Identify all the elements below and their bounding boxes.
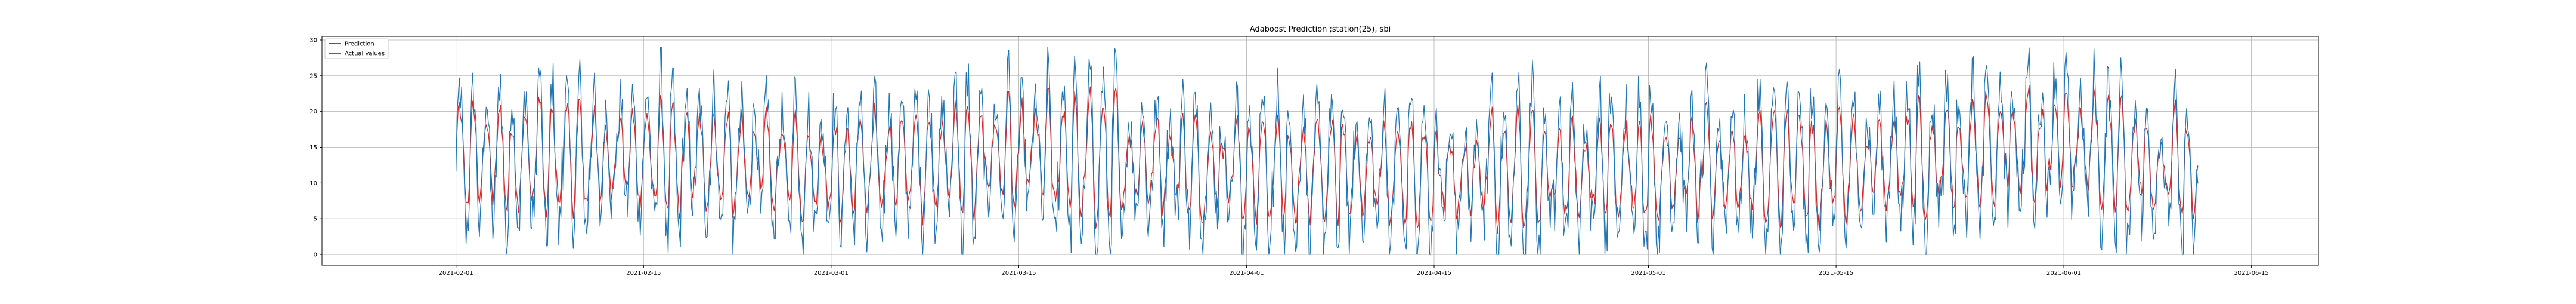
y-tick-label: 15 bbox=[309, 145, 317, 151]
x-tick-label: 2021-04-01 bbox=[1229, 270, 1264, 277]
chart-title: Adaboost Prediction ;station(25), sbi bbox=[1250, 25, 1391, 34]
y-tick-label: 30 bbox=[309, 37, 317, 44]
x-tick-label: 2021-05-15 bbox=[1819, 270, 1853, 277]
x-tick-label: 2021-06-15 bbox=[2234, 270, 2269, 277]
legend-label-prediction: Prediction bbox=[345, 41, 374, 48]
series-line-actual-values bbox=[456, 47, 2199, 255]
x-axis: 2021-02-01 2021-02-15 2021-03-01 2021-03-15… bbox=[439, 265, 2269, 277]
x-tick-label: 2021-03-01 bbox=[814, 270, 849, 277]
x-tick-label: 2021-02-15 bbox=[626, 270, 661, 277]
y-tick-label: 0 bbox=[314, 252, 317, 259]
x-tick-label: 2021-06-01 bbox=[2046, 270, 2081, 277]
plot-frame bbox=[321, 36, 2319, 266]
y-axis: 0 5 10 15 20 25 30 bbox=[309, 37, 322, 259]
legend: Prediction Actual values bbox=[324, 38, 389, 59]
y-tick-label: 5 bbox=[314, 216, 317, 223]
y-tick-label: 20 bbox=[309, 109, 317, 115]
x-tick-label: 2021-03-15 bbox=[1001, 270, 1036, 277]
y-tick-label: 10 bbox=[309, 180, 317, 187]
x-tick-label: 2021-05-01 bbox=[1631, 270, 1665, 277]
series-layer bbox=[456, 47, 2199, 255]
y-tick-label: 25 bbox=[309, 73, 317, 79]
x-tick-label: 2021-02-01 bbox=[439, 270, 473, 277]
x-tick-label: 2021-04-15 bbox=[1417, 270, 1451, 277]
legend-label-actual-values: Actual values bbox=[345, 51, 385, 57]
